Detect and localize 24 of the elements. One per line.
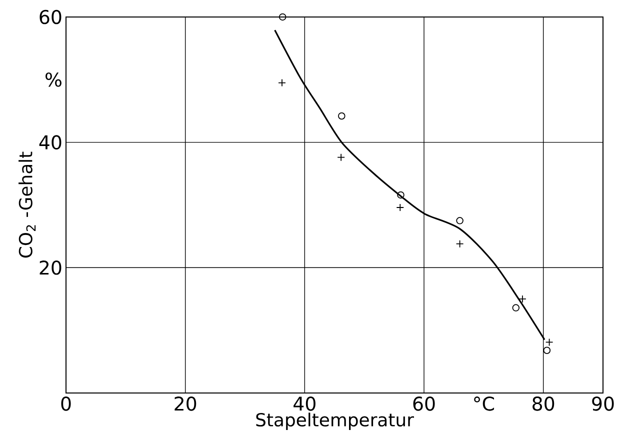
point — [278, 78, 286, 87]
x-tick-label: 0 — [61, 396, 71, 411]
point — [396, 204, 404, 212]
y-tick-label: 60 — [40, 10, 62, 24]
y-tick-label: 40 — [39, 135, 62, 150]
x-tick-label: 90 — [592, 396, 614, 411]
point — [338, 112, 346, 120]
x-tick-label: 40 — [294, 396, 316, 411]
point — [512, 304, 520, 312]
point — [456, 217, 464, 224]
point — [397, 191, 404, 199]
x-tick-label: °C — [474, 396, 494, 411]
x-tick-label: 60 — [413, 396, 435, 411]
x-tick-label: 80 — [532, 396, 554, 411]
y-tick-label: % — [46, 72, 62, 87]
point — [456, 240, 464, 248]
y-axis-title: CO$_{2}$ -Gehalt — [18, 152, 36, 258]
point — [543, 346, 551, 354]
point — [518, 295, 526, 303]
x-tick-label: 20 — [174, 396, 196, 411]
point — [337, 153, 346, 162]
x-axis-title: Stapeltemperatur — [256, 412, 414, 430]
y-tick-label: 20 — [40, 260, 62, 275]
point — [278, 13, 286, 21]
